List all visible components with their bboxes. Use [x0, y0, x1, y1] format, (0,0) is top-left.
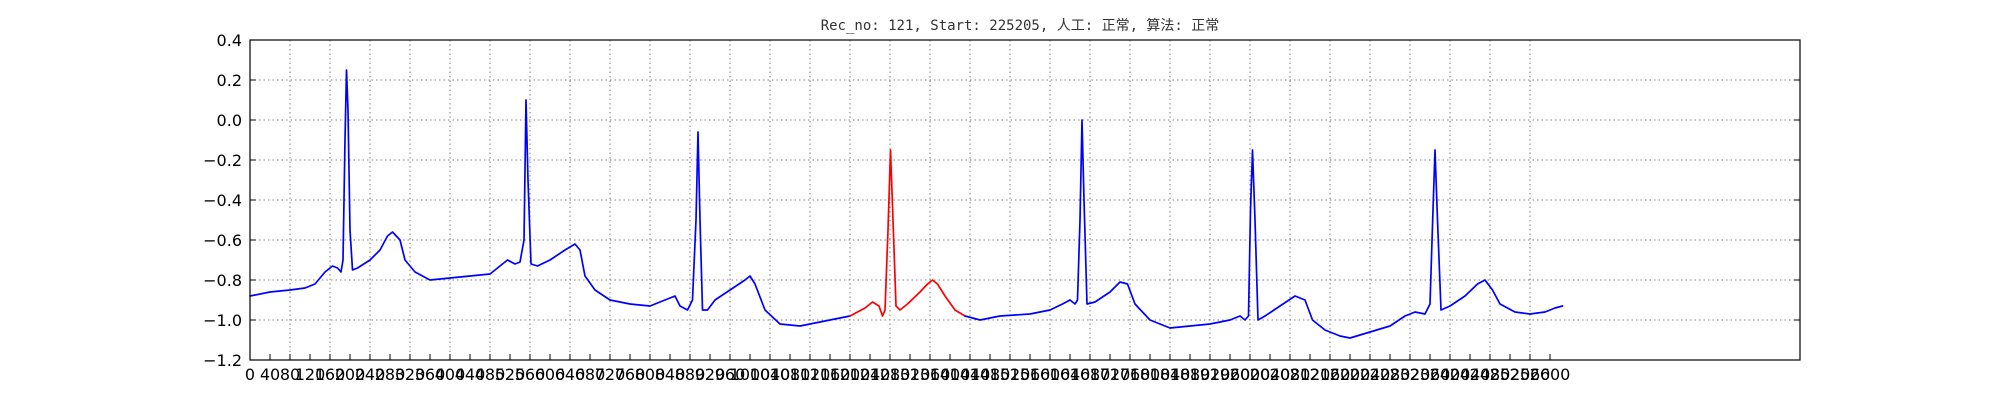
- y-tick-label: 0.0: [217, 111, 242, 130]
- x-tick-label: 1280: [870, 365, 911, 384]
- x-tick-label: 280: [375, 365, 406, 384]
- y-axis-tick-labels: 0.4 0.2 0.0 −0.2 −0.4 −0.6 −0.8 −1.0 −1.2: [203, 31, 242, 370]
- x-tick-label: 2400: [1430, 365, 1471, 384]
- x-tick-label: 680: [575, 365, 606, 384]
- y-tick-label: −0.6: [203, 231, 242, 250]
- x-tick-label: 360: [415, 365, 446, 384]
- axis-ticks: [249, 39, 1800, 361]
- x-tick-label: 640: [555, 365, 586, 384]
- x-tick-label: 1080: [770, 365, 811, 384]
- x-tick-label: 1680: [1070, 365, 1111, 384]
- x-tick-label: 1440: [950, 365, 991, 384]
- x-tick-label: 1120: [790, 365, 831, 384]
- x-tick-label: 0: [245, 365, 255, 384]
- y-tick-label: 0.2: [217, 71, 242, 90]
- x-tick-label: 2120: [1290, 365, 1331, 384]
- x-tick-label: 760: [615, 365, 646, 384]
- x-tick-label: 1200: [830, 365, 871, 384]
- x-tick-label: 2440: [1450, 365, 1491, 384]
- y-tick-label: −1.2: [203, 351, 242, 370]
- y-tick-label: −0.8: [203, 271, 242, 290]
- x-tick-label: 1640: [1050, 365, 1091, 384]
- x-tick-label: 40: [260, 365, 280, 384]
- x-tick-label: 600: [535, 365, 566, 384]
- x-tick-label: 560: [515, 365, 546, 384]
- x-tick-label: 2040: [1250, 365, 1291, 384]
- x-tick-label: 2320: [1390, 365, 1431, 384]
- y-tick-label: −0.2: [203, 151, 242, 170]
- x-tick-label: 840: [655, 365, 686, 384]
- x-tick-label: 2560: [1510, 365, 1551, 384]
- chart-title: Rec_no: 121, Start: 225205, 人工: 正常, 算法: …: [821, 18, 1220, 34]
- x-tick-label: 800: [635, 365, 666, 384]
- x-tick-label: 1840: [1150, 365, 1191, 384]
- y-tick-label: 0.4: [217, 31, 242, 50]
- x-tick-label: 1760: [1110, 365, 1151, 384]
- grid-lines: [250, 40, 1800, 360]
- x-tick-label: 1040: [750, 365, 791, 384]
- x-tick-label: 1160: [810, 365, 851, 384]
- x-tick-label: 920: [695, 365, 726, 384]
- ecg-trace-normal: [249, 69, 851, 327]
- x-tick-label: 960: [715, 365, 746, 384]
- y-tick-label: −0.4: [203, 191, 242, 210]
- x-tick-label: 320: [395, 365, 426, 384]
- x-tick-label: 2480: [1470, 365, 1511, 384]
- x-tick-label: 400: [435, 365, 466, 384]
- x-tick-label: 1720: [1090, 365, 1131, 384]
- x-tick-label: 2160: [1310, 365, 1351, 384]
- x-tick-label: 1920: [1190, 365, 1231, 384]
- x-tick-label: 520: [495, 365, 526, 384]
- x-tick-label: 1880: [1170, 365, 1211, 384]
- x-tick-label: 480: [475, 365, 506, 384]
- x-tick-label: 720: [595, 365, 626, 384]
- x-tick-label: 1960: [1210, 365, 1251, 384]
- x-tick-label: 1000: [730, 365, 771, 384]
- x-tick-label: 80: [280, 365, 300, 384]
- x-tick-label: 120: [295, 365, 326, 384]
- y-tick-label: −1.0: [203, 311, 242, 330]
- x-tick-label: 440: [455, 365, 486, 384]
- x-tick-label: 2280: [1370, 365, 1411, 384]
- x-tick-label: 2200: [1330, 365, 1371, 384]
- x-tick-label: 1320: [890, 365, 931, 384]
- x-tick-label: 200: [335, 365, 366, 384]
- x-tick-label: 1360: [910, 365, 951, 384]
- x-tick-label: 240: [355, 365, 386, 384]
- x-tick-label: 2600: [1530, 365, 1571, 384]
- x-tick-label: 1600: [1030, 365, 1071, 384]
- x-axis-tick-labels: 0 40 8012016020024028032036040044048052056…: [245, 365, 1570, 384]
- x-tick-label: 880: [675, 365, 706, 384]
- x-tick-label: 160: [315, 365, 346, 384]
- x-tick-label: 1400: [930, 365, 971, 384]
- x-tick-label: 1560: [1010, 365, 1051, 384]
- ecg-trace-highlight: [849, 149, 966, 317]
- x-tick-label: 2520: [1490, 365, 1531, 384]
- ecg-trace-normal: [964, 119, 1564, 339]
- x-tick-label: 2000: [1230, 365, 1271, 384]
- ecg-traces: [249, 69, 1564, 339]
- x-tick-label: 2360: [1410, 365, 1451, 384]
- x-tick-label: 1800: [1130, 365, 1171, 384]
- x-tick-label: 1520: [990, 365, 1031, 384]
- x-tick-label: 2080: [1270, 365, 1311, 384]
- x-tick-label: 2240: [1350, 365, 1391, 384]
- x-tick-label: 1240: [850, 365, 891, 384]
- x-tick-label: 1480: [970, 365, 1011, 384]
